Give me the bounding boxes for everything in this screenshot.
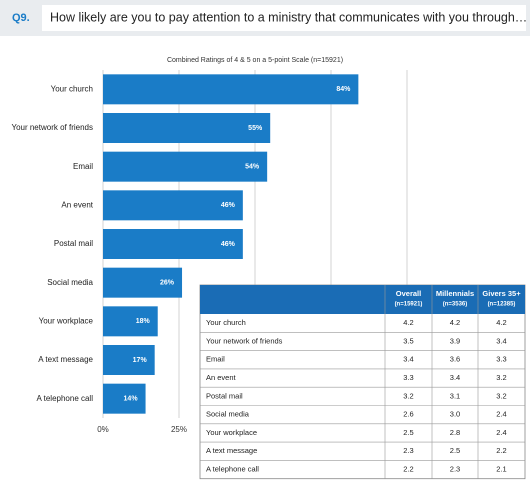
x-tick-label: 25% (171, 425, 187, 434)
value-label: 46% (221, 202, 236, 209)
table-cell: 2.6 (403, 410, 413, 419)
y-tick-label: An event (61, 200, 93, 209)
bar (103, 383, 146, 414)
table-header-bg (200, 285, 525, 314)
value-label: 26% (160, 280, 175, 287)
y-tick-label: Your workplace (39, 316, 94, 325)
table-cell: 2.3 (450, 465, 460, 474)
bar (103, 151, 268, 182)
table-cell: 3.3 (403, 373, 413, 382)
table-cell: 3.2 (496, 391, 506, 400)
header-box (42, 5, 526, 31)
bar (103, 306, 158, 337)
table-cell: 2.3 (403, 446, 413, 455)
row-label: Your church (206, 318, 246, 327)
table-cell: 4.2 (403, 318, 413, 327)
table-cell: 3.2 (496, 373, 506, 382)
table-cell: 4.2 (450, 318, 460, 327)
y-tick-label: A telephone call (37, 394, 94, 403)
value-label: 84% (336, 86, 351, 93)
table-bg (199, 284, 526, 480)
table-cell: 3.4 (496, 336, 506, 345)
column-header: Millennials (436, 289, 474, 298)
row-label: Your workplace (206, 428, 257, 437)
table-cell: 3.5 (403, 336, 413, 345)
y-tick-label: Social media (47, 278, 93, 287)
column-header: Overall (396, 289, 421, 298)
column-header: (n=15921) (395, 302, 423, 308)
y-tick-label: Your network of friends (11, 123, 93, 132)
table-cell: 3.3 (496, 355, 506, 364)
table-cell: 2.2 (403, 465, 413, 474)
question-text: How likely are you to pay attention to a… (50, 10, 527, 24)
row-label: Your network of friends (206, 336, 283, 345)
bar (103, 113, 271, 143)
x-tick-label: 0% (97, 425, 109, 434)
table-cell: 3.4 (450, 373, 460, 382)
row-label: Postal mail (206, 391, 243, 400)
y-tick-label: Email (73, 162, 93, 171)
table-cell: 2.4 (496, 410, 506, 419)
column-header: Givers 35+ (482, 289, 521, 298)
y-tick-label: Your church (51, 84, 93, 93)
bar (103, 345, 155, 375)
value-label: 17% (133, 357, 148, 364)
question-label: Q9. (12, 12, 30, 24)
row-label: Email (206, 355, 225, 364)
value-label: 54% (245, 164, 260, 171)
table-cell: 3.1 (450, 391, 460, 400)
column-header: (n=12385) (488, 302, 516, 308)
table-cell: 4.2 (496, 318, 506, 327)
table-cell: 3.2 (403, 391, 413, 400)
value-label: 55% (248, 125, 263, 132)
table-cell: 3.4 (403, 355, 413, 364)
table-cell: 2.5 (403, 428, 413, 437)
row-label: An event (206, 373, 237, 382)
table-cell: 2.8 (450, 428, 460, 437)
value-label: 18% (136, 318, 151, 325)
row-label: Social media (206, 410, 250, 419)
table-cell: 2.2 (496, 446, 506, 455)
bar (103, 229, 243, 259)
bar (103, 190, 243, 221)
column-header: (n=3536) (443, 302, 468, 308)
table-cell: 2.4 (496, 428, 506, 437)
table-cell: 3.9 (450, 336, 460, 345)
chart-subtitle: Combined Ratings of 4 & 5 on a 5-point S… (167, 57, 343, 64)
row-label: A telephone call (206, 465, 259, 474)
value-label: 14% (124, 396, 139, 403)
table-cell: 2.5 (450, 446, 460, 455)
bar (103, 74, 359, 105)
table-cell: 2.1 (496, 465, 506, 474)
y-tick-label: A text message (38, 355, 93, 364)
table-cell: 3.0 (450, 410, 460, 419)
bar (103, 267, 183, 298)
value-label: 46% (221, 241, 236, 248)
y-tick-label: Postal mail (54, 239, 93, 248)
row-label: A text message (206, 446, 257, 455)
table-cell: 3.6 (450, 355, 460, 364)
